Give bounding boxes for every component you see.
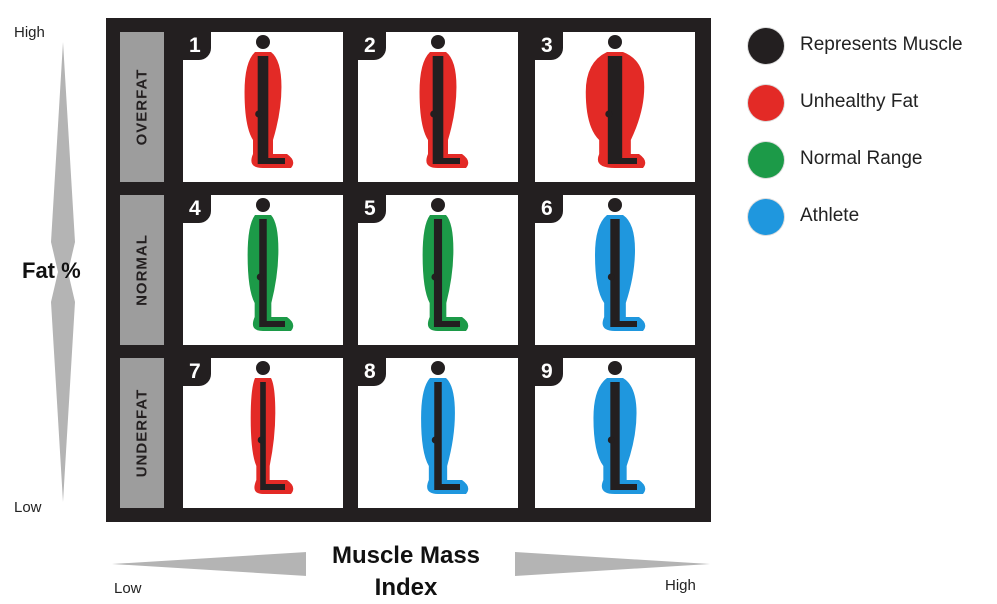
muscle-core-1 bbox=[257, 56, 285, 164]
body-cell-4: 4 bbox=[183, 195, 343, 345]
muscle-core-6 bbox=[610, 219, 637, 327]
cell-number: 7 bbox=[189, 360, 201, 383]
cell-number: 8 bbox=[364, 360, 376, 383]
fat-axis-double-arrow bbox=[51, 42, 75, 502]
figure-head-9 bbox=[608, 361, 622, 375]
row-label-normal: NORMAL bbox=[120, 195, 164, 345]
cell-number: 3 bbox=[541, 34, 553, 57]
muscle-core-4 bbox=[259, 219, 285, 327]
fat-axis-high-label: High bbox=[14, 24, 45, 41]
fat-silhouette-8 bbox=[421, 378, 469, 494]
legend-swatch-normal-range bbox=[748, 142, 784, 178]
cell-number: 6 bbox=[541, 197, 553, 220]
figure-hand-6 bbox=[607, 273, 615, 281]
body-cell-6: 6 bbox=[535, 195, 695, 345]
muscle-axis-double-arrow bbox=[112, 552, 710, 576]
cell-number-badge-2: 2 bbox=[358, 32, 386, 60]
figure-hand-1 bbox=[255, 110, 263, 118]
body-cell-9: 9 bbox=[535, 358, 695, 508]
body-figure-5 bbox=[422, 198, 469, 331]
muscle-axis-low-label: Low bbox=[114, 580, 142, 597]
figure-head-8 bbox=[431, 361, 445, 375]
muscle-core-7 bbox=[260, 382, 285, 490]
cell-number-badge-5: 5 bbox=[358, 195, 386, 223]
legend-swatch-unhealthy-fat bbox=[748, 85, 784, 121]
fat-silhouette-6 bbox=[595, 215, 646, 331]
muscle-core-2 bbox=[432, 56, 460, 164]
body-cell-7: 7 bbox=[183, 358, 343, 508]
muscle-mass-title-line2: Index bbox=[374, 574, 438, 601]
figure-hand-2 bbox=[430, 110, 438, 118]
muscle-core-8 bbox=[434, 382, 460, 490]
cell-number: 5 bbox=[364, 197, 376, 220]
cell-number: 9 bbox=[541, 360, 553, 383]
cell-number-badge-8: 8 bbox=[358, 358, 386, 386]
figure-hand-4 bbox=[256, 273, 264, 281]
muscle-mass-axis-title: Muscle Mass Index bbox=[306, 540, 506, 604]
row-label-overfat: OVERFAT bbox=[120, 32, 164, 182]
cell-number: 4 bbox=[189, 197, 201, 220]
muscle-axis-high-label: High bbox=[665, 577, 696, 594]
figure-hand-5 bbox=[431, 273, 439, 281]
figure-hand-3 bbox=[605, 110, 613, 118]
body-cell-1: 1 bbox=[183, 32, 343, 182]
body-figure-6 bbox=[595, 198, 646, 331]
muscle-mass-title-line1: Muscle Mass bbox=[331, 542, 481, 569]
figure-head-6 bbox=[608, 198, 622, 212]
fat-silhouette-4 bbox=[247, 215, 294, 331]
fat-silhouette-1 bbox=[244, 52, 294, 168]
body-figure-1 bbox=[244, 35, 294, 168]
figure-hand-9 bbox=[607, 436, 615, 444]
body-figure-7 bbox=[250, 361, 294, 494]
muscle-core-9 bbox=[610, 382, 637, 490]
fat-silhouette-2 bbox=[419, 52, 469, 168]
figure-hand-7 bbox=[257, 436, 265, 444]
body-figure-2 bbox=[419, 35, 469, 168]
cell-number: 2 bbox=[364, 34, 376, 57]
fat-axis-title: Fat % bbox=[22, 258, 81, 283]
body-figure-9 bbox=[593, 361, 646, 494]
row-label-underfat: UNDERFAT bbox=[120, 358, 164, 508]
figure-head-4 bbox=[256, 198, 270, 212]
cell-number: 1 bbox=[189, 34, 201, 57]
body-cell-3: 3 bbox=[535, 32, 695, 182]
body-figure-8 bbox=[421, 361, 469, 494]
figure-hand-8 bbox=[431, 436, 439, 444]
body-cell-5: 5 bbox=[358, 195, 518, 345]
body-figure-3 bbox=[585, 35, 646, 168]
cell-number-badge-1: 1 bbox=[183, 32, 211, 60]
muscle-core-5 bbox=[433, 219, 460, 327]
legend-swatch-athlete bbox=[748, 199, 784, 235]
figure-head-5 bbox=[431, 198, 445, 212]
fat-axis-low-label: Low bbox=[14, 499, 42, 516]
figure-head-1 bbox=[256, 35, 270, 49]
legend-swatch-muscle bbox=[748, 28, 784, 64]
cell-number-badge-7: 7 bbox=[183, 358, 211, 386]
body-cell-8: 8 bbox=[358, 358, 518, 508]
fat-silhouette-5 bbox=[422, 215, 469, 331]
body-cell-2: 2 bbox=[358, 32, 518, 182]
figure-head-2 bbox=[431, 35, 445, 49]
figure-head-3 bbox=[608, 35, 622, 49]
cell-number-badge-3: 3 bbox=[535, 32, 563, 60]
cell-number-badge-9: 9 bbox=[535, 358, 563, 386]
cell-number-badge-4: 4 bbox=[183, 195, 211, 223]
cell-number-badge-6: 6 bbox=[535, 195, 563, 223]
figure-head-7 bbox=[256, 361, 270, 375]
body-type-matrix: OVERFAT NORMAL UNDERFAT 1 2 3 4 5 6 7 8 … bbox=[106, 18, 711, 522]
muscle-core-3 bbox=[607, 56, 637, 164]
fat-silhouette-7 bbox=[250, 378, 294, 494]
body-figure-4 bbox=[247, 198, 294, 331]
